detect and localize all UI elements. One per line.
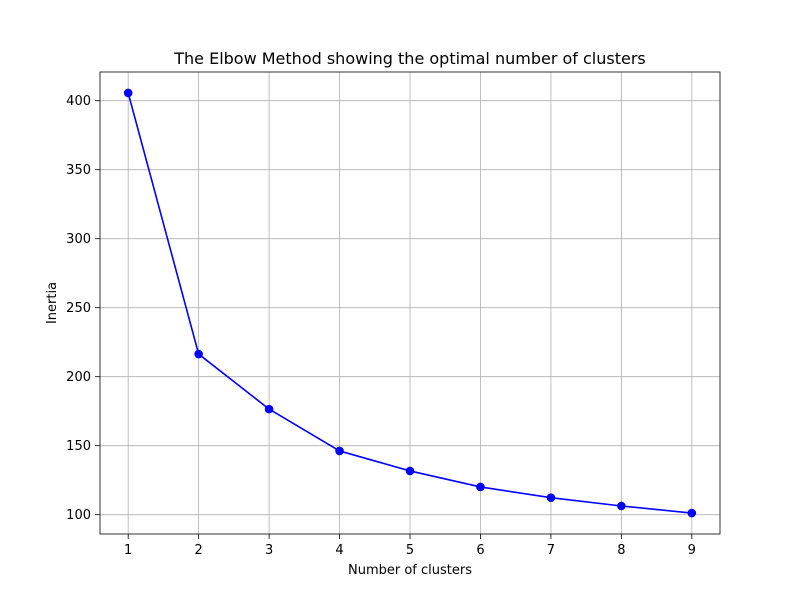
y-tick-label: 250 (66, 301, 91, 316)
y-tick-label: 150 (66, 439, 91, 454)
data-point (617, 501, 626, 511)
y-tick-label: 400 (66, 94, 91, 109)
x-tick-label: 9 (688, 543, 696, 558)
x-axis-label: Number of clusters (348, 563, 472, 578)
y-tick-label: 300 (66, 232, 91, 247)
y-tick-label: 100 (66, 508, 91, 523)
series-layer (123, 88, 697, 518)
y-axis-label: Inertia (45, 282, 60, 324)
chart-title: The Elbow Method showing the optimal num… (173, 49, 646, 68)
data-point (264, 404, 274, 414)
x-tick-label: 2 (194, 543, 202, 558)
grid (100, 72, 720, 534)
data-point (405, 466, 415, 476)
data-point (546, 493, 556, 503)
data-point (687, 508, 697, 518)
x-tick-label: 1 (124, 543, 132, 558)
x-tick-label: 5 (406, 543, 414, 558)
x-tick-label: 7 (547, 543, 555, 558)
data-point (335, 446, 344, 456)
y-tick-label: 350 (66, 163, 91, 178)
data-point (123, 88, 133, 98)
x-tick-label: 6 (476, 543, 484, 558)
data-point (476, 482, 485, 492)
y-tick-label: 200 (66, 370, 91, 385)
x-tick-label: 3 (265, 543, 273, 558)
axis-ticks: 1 2 3 4 5 6 7 8 9 100 150 200 250 300 350 400 (66, 94, 696, 558)
data-point (194, 349, 203, 359)
x-tick-label: 8 (617, 543, 625, 558)
x-tick-label: 4 (335, 543, 343, 558)
